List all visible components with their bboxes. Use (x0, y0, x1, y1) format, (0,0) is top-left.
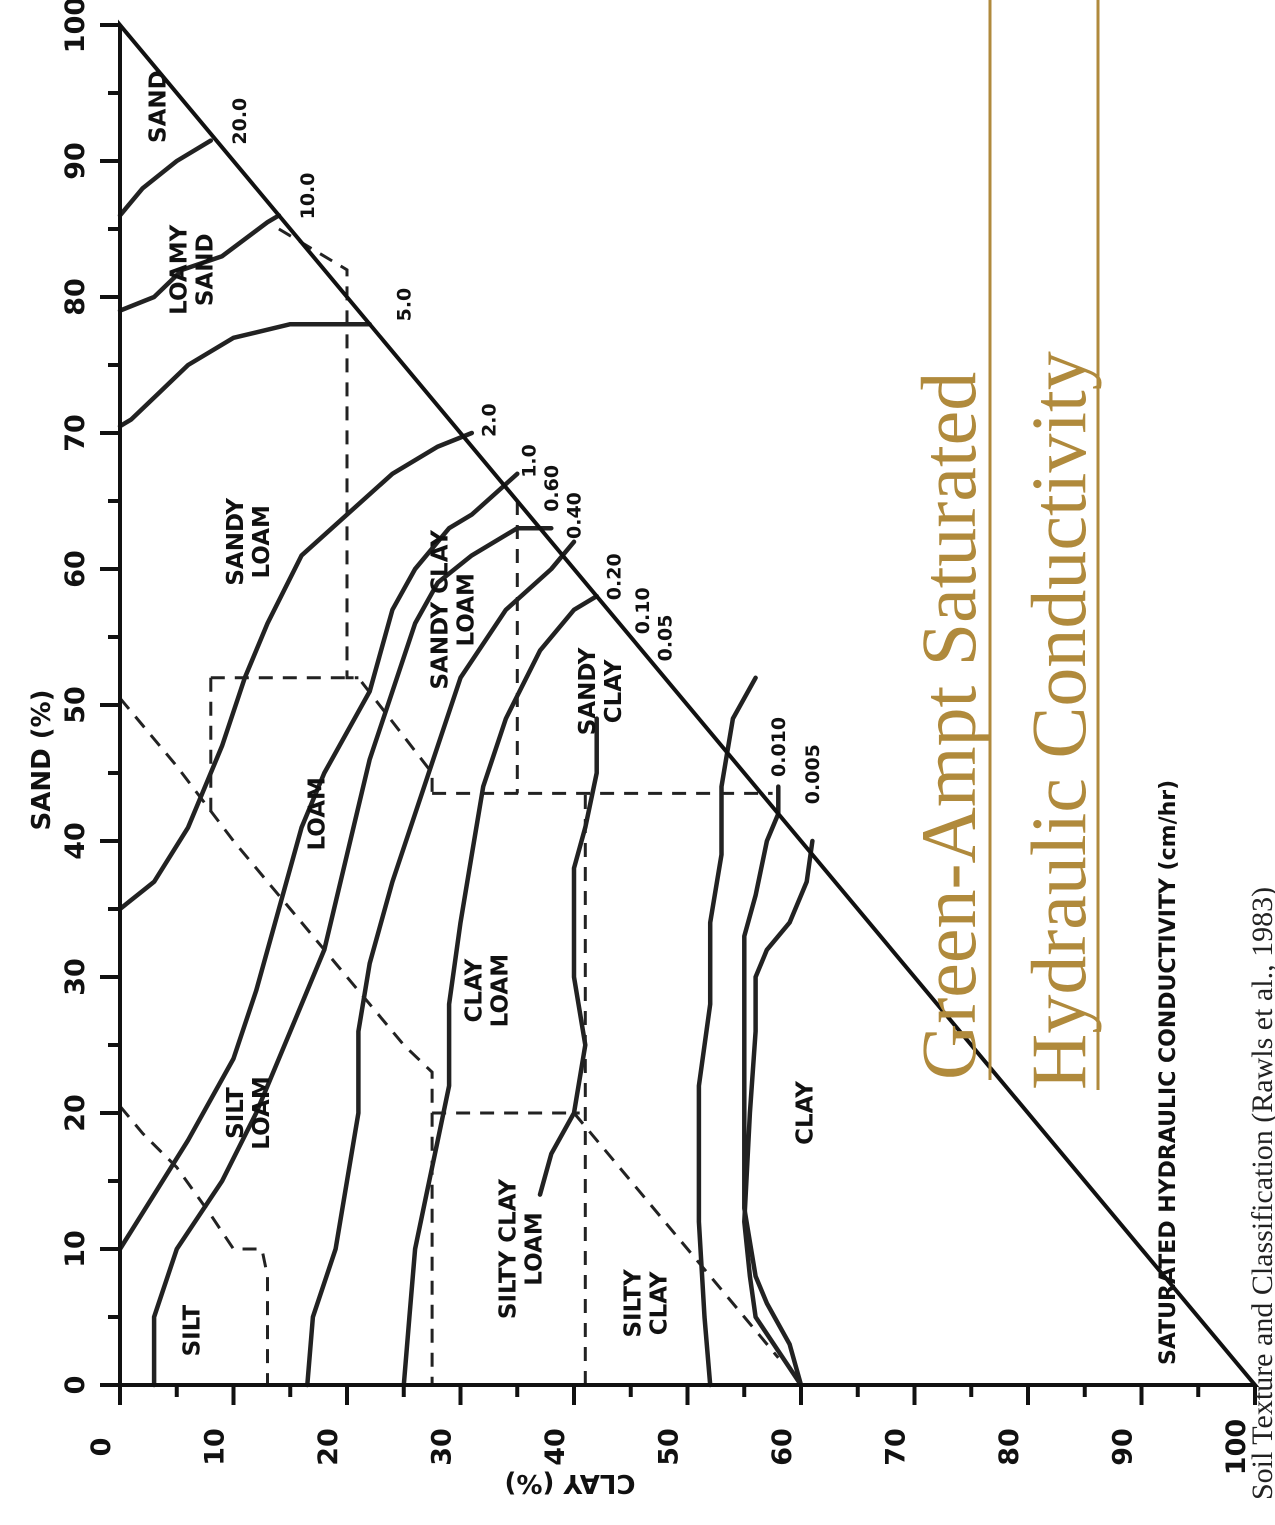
texture-label-loamy-sand: LOAMY (166, 224, 192, 314)
sand-tick-label: 90 (60, 142, 91, 180)
texture-label-sand: SAND (145, 70, 171, 143)
sand-tick-label: 10 (60, 1230, 91, 1268)
sand-tick-label: 50 (60, 686, 91, 724)
sand-tick-label: 100 (60, 0, 91, 53)
citation: Soil Texture and Classification (Rawls e… (1246, 887, 1275, 1500)
texture-label-clay-loam: LOAM (488, 954, 514, 1027)
sand-tick-label: 30 (60, 958, 91, 996)
texture-label-loamy-sand: SAND (192, 233, 218, 306)
texture-label-silty-clay: CLAY (646, 1271, 672, 1335)
conductivity-label: 20.0 (229, 98, 251, 145)
sand-tick-label: 70 (60, 414, 91, 452)
texture-label-sandy-clay: CLAY (601, 659, 627, 723)
sand-tick-label: 0 (60, 1376, 91, 1395)
texture-label-clay: CLAY (792, 1081, 818, 1145)
sand-tick-label: 80 (60, 278, 91, 316)
clay-tick-label: 80 (994, 1428, 1025, 1466)
axis-ticks: 0 10 20 30 40 50 60 70 80 90 100 0 10 20 30 40 50 60 70 80 9… (60, 0, 1257, 1475)
texture-label-sandy-loam: LOAM (249, 505, 275, 578)
conductivity-label: 0.05 (654, 615, 676, 662)
clay-axis-label: CLAY (%) (505, 1468, 636, 1498)
texture-label-sandy-clay: SANDY (575, 647, 601, 735)
conductivity-curve (305, 539, 577, 1388)
conductivity-curve (117, 138, 214, 218)
conductivity-curve (117, 321, 372, 429)
conductivity-label: 0.005 (802, 744, 824, 804)
clay-tick-label: 70 (881, 1428, 912, 1466)
texture-boundaries (118, 227, 780, 1385)
clay-tick-label: 100 (1221, 1419, 1252, 1475)
conductivity-label: 0.10 (632, 587, 654, 634)
conductivity-label: 10.0 (297, 173, 319, 220)
texture-label-silt: SILT (179, 1304, 205, 1356)
clay-tick-label: 40 (540, 1428, 571, 1466)
clay-tick-label: 30 (427, 1428, 458, 1466)
conductivity-curve (117, 430, 475, 912)
texture-label-silt-loam: SILT (223, 1087, 249, 1139)
title-line-1: Green-Ampt Saturated (905, 372, 992, 1080)
conductivity-label: 0.010 (768, 717, 790, 777)
conductivity-caption: SATURATED HYDRAULIC CONDUCTIVITY (cm/hr) (1156, 780, 1181, 1365)
clay-tick-label: 90 (1108, 1428, 1139, 1466)
clay-tick-label: 60 (767, 1428, 798, 1466)
sand-axis-label: SAND (%) (27, 689, 57, 830)
clay-tick-label: 20 (313, 1428, 344, 1466)
texture-label-loam: LOAM (304, 777, 330, 850)
conductivity-curve (401, 593, 599, 1388)
conductivity-label: 0.20 (603, 553, 625, 600)
texture-label-silty-clay-loam: LOAM (522, 1212, 548, 1285)
texture-label-sandy-clay-loam: LOAM (454, 573, 480, 646)
conductivity-curve (742, 784, 804, 1388)
conductivity-curve (742, 838, 815, 1388)
conductivity-label: 2.0 (479, 403, 501, 437)
texture-label-silty-clay: SILTY (620, 1269, 646, 1338)
title-line-2: Hydraulic Conductivity (1015, 351, 1102, 1090)
texture-label-sandy-clay-loam: SANDY CLAY (428, 530, 454, 690)
conductivity-curve (117, 213, 282, 313)
conductivity-label: 5.0 (393, 288, 415, 322)
sand-tick-label: 60 (60, 550, 91, 588)
conductivity-labels: 20.0 10.0 5.0 2.0 1.00.600.40 0.20 0.100.05 0.0… (229, 98, 824, 804)
texture-label-clay-loam: CLAY (462, 958, 488, 1022)
conductivity-label: 1.0 (518, 444, 540, 478)
texture-boundary-line (572, 1112, 780, 1359)
conductivity-curve (696, 675, 758, 1388)
sand-tick-label: 20 (60, 1094, 91, 1132)
conductivity-curves (117, 138, 815, 1388)
clay-tick-label: 10 (200, 1428, 231, 1466)
texture-label-sandy-loam: SANDY (223, 498, 249, 586)
clay-tick-label: 0 (86, 1438, 117, 1457)
conductivity-curve (151, 525, 554, 1388)
sand-tick-label: 40 (60, 822, 91, 860)
conductivity-label: 0.60 (541, 465, 563, 512)
texture-label-silt-loam: LOAM (249, 1076, 275, 1149)
conductivity-curve (117, 471, 520, 1252)
clay-tick-label: 50 (654, 1428, 685, 1466)
texture-boundary-line (118, 697, 434, 1385)
conductivity-label: 0.40 (564, 492, 586, 539)
texture-boundary-line (278, 227, 434, 794)
texture-label-silty-clay-loam: SILTY CLAY (496, 1179, 522, 1319)
conductivity-curve (537, 716, 599, 1197)
